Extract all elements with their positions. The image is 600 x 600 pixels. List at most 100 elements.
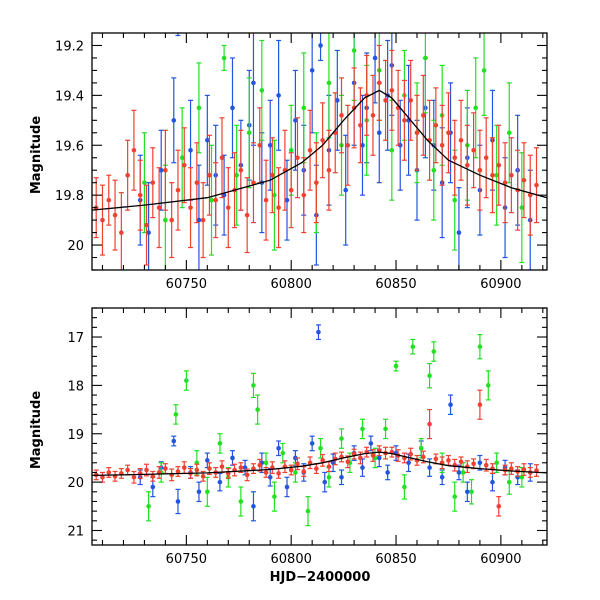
data-point	[483, 117, 489, 199]
data-point	[106, 467, 112, 478]
data-point	[175, 466, 181, 477]
data-point	[389, 49, 395, 131]
data-point	[301, 52, 307, 164]
data-point	[263, 159, 269, 241]
x-tick-label: 60750	[166, 277, 207, 292]
data-point	[292, 69, 298, 171]
data-point	[508, 137, 514, 214]
data-point	[221, 154, 227, 236]
data-point	[173, 404, 179, 425]
data-point	[456, 187, 462, 270]
data-point	[471, 112, 477, 189]
y-tick-label: 18	[67, 379, 84, 394]
top-plot-frame	[91, 32, 548, 271]
data-point	[179, 107, 185, 209]
data-point	[137, 159, 143, 231]
data-point	[269, 137, 275, 214]
data-point	[213, 162, 219, 239]
bottom-series-0	[137, 324, 533, 522]
data-point	[508, 462, 514, 475]
data-point	[370, 74, 376, 156]
data-point	[250, 142, 256, 224]
data-point	[294, 457, 300, 471]
x-tick-label: 60850	[375, 277, 416, 292]
data-point	[276, 39, 282, 151]
data-point	[141, 132, 147, 234]
bottom-series-2	[93, 389, 540, 517]
x-tick-label: 60750	[166, 552, 207, 567]
bottom-panel-xlabel: HJD−2400000	[270, 570, 371, 585]
data-point	[372, 33, 378, 104]
data-point	[305, 496, 311, 527]
data-point	[294, 117, 300, 199]
y-tick-label: 19.4	[55, 89, 84, 104]
data-point	[271, 481, 277, 512]
data-point	[326, 129, 332, 211]
data-point	[196, 62, 202, 154]
data-point	[320, 102, 326, 179]
data-point	[307, 109, 313, 191]
data-point	[238, 486, 244, 517]
data-point	[452, 119, 458, 196]
data-point	[383, 418, 389, 440]
data-point	[144, 184, 150, 266]
data-point	[534, 147, 540, 224]
data-point	[146, 491, 152, 522]
data-point	[496, 496, 502, 517]
data-point	[485, 370, 491, 401]
data-point	[288, 152, 294, 229]
data-point	[376, 445, 382, 457]
data-point	[118, 467, 124, 479]
data-point	[431, 341, 437, 362]
data-point	[221, 44, 227, 72]
data-point	[385, 464, 391, 481]
y-tick-label: 19.2	[55, 39, 84, 54]
data-point	[357, 87, 363, 164]
bottom-model-curve	[92, 451, 547, 477]
data-point	[267, 467, 273, 487]
data-point	[313, 142, 319, 224]
data-point	[225, 167, 231, 249]
data-point	[339, 451, 345, 463]
data-point	[458, 99, 464, 181]
data-point	[276, 167, 282, 249]
data-point	[326, 461, 332, 473]
data-point	[370, 449, 376, 462]
data-point	[255, 394, 261, 425]
x-tick-label: 60800	[271, 277, 312, 292]
data-point	[158, 129, 164, 211]
data-point	[175, 488, 181, 515]
data-point	[313, 463, 319, 475]
data-point	[401, 79, 407, 161]
bottom-plot-frame	[91, 307, 548, 546]
data-point	[229, 57, 235, 159]
data-point	[171, 435, 177, 447]
data-point	[345, 104, 351, 186]
data-point	[445, 454, 451, 466]
data-point	[200, 182, 206, 259]
data-point	[339, 428, 345, 449]
y-tick-label: 19	[67, 428, 84, 443]
data-point	[339, 469, 345, 486]
data-point	[146, 182, 152, 270]
data-point	[183, 370, 189, 391]
data-point	[458, 456, 464, 468]
data-point	[477, 389, 483, 420]
data-point	[171, 77, 177, 164]
data-point	[196, 481, 202, 503]
data-point	[99, 471, 105, 483]
top-panel-ylabel: Magnitude	[29, 116, 44, 195]
data-point	[156, 167, 162, 249]
data-point	[250, 33, 256, 146]
data-point	[112, 470, 118, 482]
data-point	[194, 463, 200, 477]
data-point	[359, 418, 365, 440]
data-point	[217, 472, 223, 492]
data-point	[383, 59, 389, 141]
data-point	[351, 67, 357, 149]
x-tick-label: 60900	[480, 277, 521, 292]
data-point	[150, 470, 156, 482]
data-point	[204, 476, 210, 507]
data-point	[219, 117, 225, 199]
